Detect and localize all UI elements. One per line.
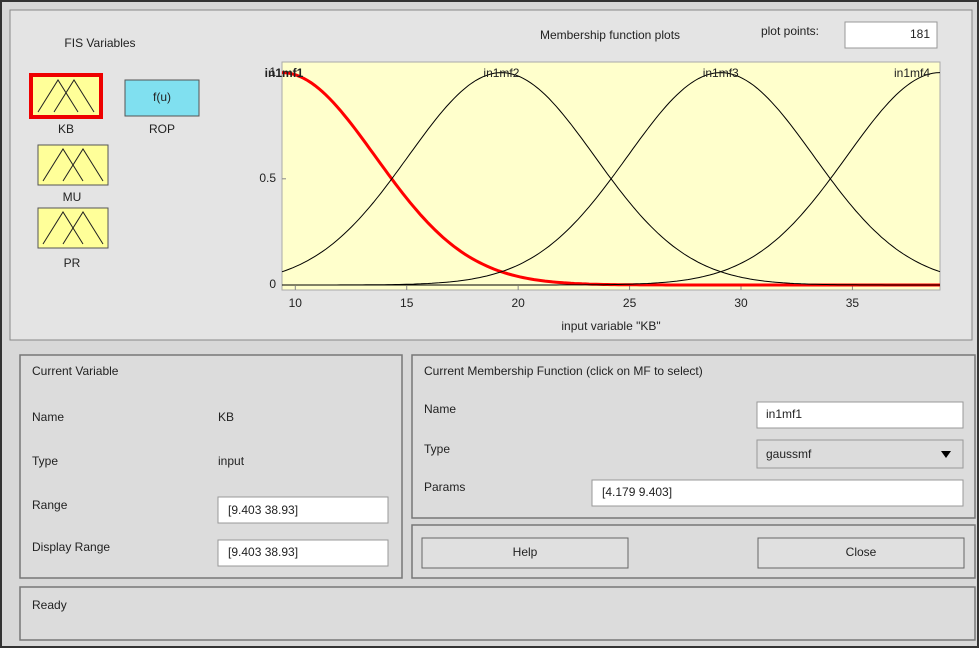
value: [4.179 9.403] xyxy=(602,485,672,499)
dropdown-arrow xyxy=(941,451,951,458)
mf-curve xyxy=(282,72,941,286)
var-kb[interactable] xyxy=(29,73,103,119)
label: Display Range xyxy=(32,540,110,554)
var-label: PR xyxy=(64,256,81,270)
x-label: input variable "KB" xyxy=(561,319,660,333)
plot-points: 181 xyxy=(910,27,930,41)
x-tick-label: 10 xyxy=(289,296,303,310)
plot-points-label: plot points: xyxy=(761,24,819,38)
plot-title: Membership function plots xyxy=(540,28,680,42)
help-button[interactable] xyxy=(421,537,629,569)
x-tick-label: 15 xyxy=(400,296,414,310)
label: Type xyxy=(424,442,450,456)
output-fn: f(u) xyxy=(153,90,171,104)
params-field[interactable] xyxy=(591,479,964,507)
var-output[interactable] xyxy=(124,79,200,117)
x-tick-label: 20 xyxy=(511,296,525,310)
var-label: ROP xyxy=(149,122,175,136)
var-pr[interactable] xyxy=(37,207,109,249)
mf-type-dropdown[interactable] xyxy=(756,439,964,469)
panel-title: Current Variable xyxy=(32,364,119,378)
label: Name xyxy=(32,410,64,424)
var-label: MU xyxy=(63,190,82,204)
x-tick-label: 25 xyxy=(623,296,637,310)
plot-area[interactable] xyxy=(281,61,941,291)
fis-title: FIS Variables xyxy=(64,36,135,50)
mf-label: in1mf1 xyxy=(265,66,304,80)
var-label: KB xyxy=(58,122,74,136)
y-tick-label: 1 xyxy=(269,65,276,79)
panel-title: Current Membership Function (click on MF… xyxy=(424,364,703,378)
value: KB xyxy=(218,410,234,424)
mf-name-field[interactable] xyxy=(756,401,964,429)
plot-points-field[interactable] xyxy=(844,21,938,49)
x-tick-label: 35 xyxy=(846,296,860,310)
label: Type xyxy=(32,454,58,468)
status-panel xyxy=(19,586,976,641)
mf-label: in1mf3 xyxy=(703,66,739,80)
display-range-field[interactable] xyxy=(217,539,389,567)
value: gaussmf xyxy=(766,447,812,461)
value: [9.403 38.93] xyxy=(228,503,298,517)
value: [9.403 38.93] xyxy=(228,545,298,559)
button-label: Help xyxy=(513,545,538,559)
mf-label: in1mf4 xyxy=(894,66,930,80)
mf-label: in1mf2 xyxy=(483,66,519,80)
y-tick-label: 0.5 xyxy=(259,171,276,185)
x-tick-label: 30 xyxy=(734,296,748,310)
status: Ready xyxy=(32,598,67,612)
y-tick-label: 0 xyxy=(269,277,276,291)
value: in1mf1 xyxy=(766,407,802,421)
label: Name xyxy=(424,402,456,416)
label: Params xyxy=(424,480,465,494)
close-button[interactable] xyxy=(757,537,965,569)
button-label: Close xyxy=(846,545,877,559)
label: Range xyxy=(32,498,68,512)
value: input xyxy=(218,454,245,468)
range-field[interactable] xyxy=(217,496,389,524)
var-mu[interactable] xyxy=(37,144,109,186)
